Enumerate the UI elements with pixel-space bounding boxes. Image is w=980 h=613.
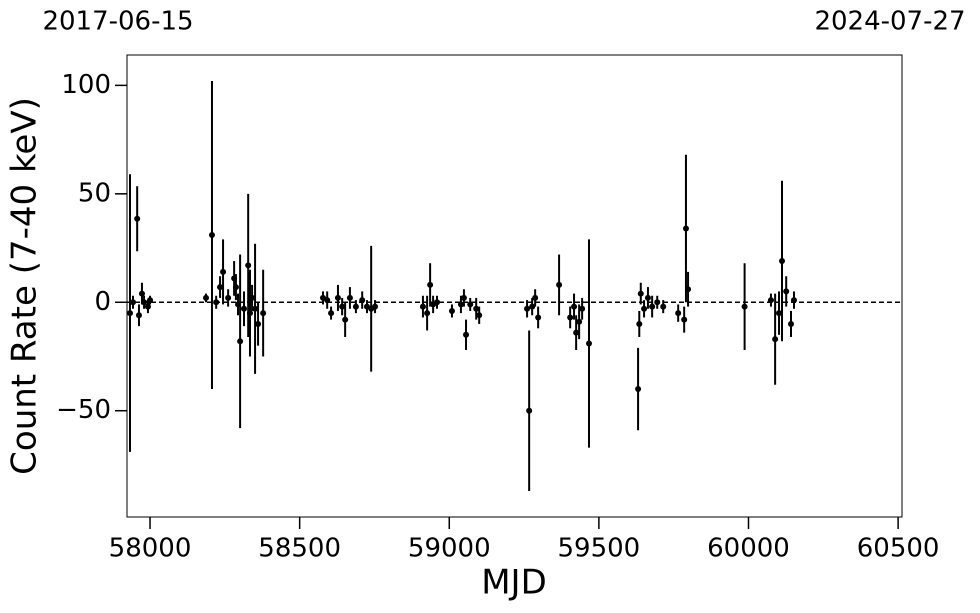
x-tick-label: 58500: [258, 534, 341, 564]
data-point: [772, 336, 779, 343]
x-axis-label: MJD: [481, 563, 547, 603]
data-point: [225, 294, 232, 301]
data-point: [641, 305, 648, 312]
data-point: [260, 310, 267, 317]
data-point: [741, 303, 748, 310]
data-point: [245, 262, 252, 269]
data-point: [654, 299, 661, 306]
data-point: [134, 215, 141, 222]
data-point: [460, 294, 467, 301]
data-point: [434, 299, 440, 306]
data-point: [681, 316, 688, 323]
data-point: [334, 294, 341, 301]
data-point: [424, 310, 431, 317]
data-point: [579, 305, 586, 312]
data-point: [202, 294, 209, 301]
data-point: [556, 281, 563, 288]
data-point: [339, 303, 346, 310]
data-point: [571, 303, 578, 310]
data-point: [567, 314, 574, 321]
data-point: [467, 301, 474, 308]
data-point: [776, 310, 783, 317]
data-point: [529, 303, 536, 310]
data-point: [372, 303, 379, 310]
x-tick-label: 59000: [408, 534, 491, 564]
data-point: [535, 314, 542, 321]
data-point: [787, 320, 794, 327]
data-point: [213, 299, 220, 306]
data-point: [779, 258, 786, 265]
x-tick-label: 59500: [558, 534, 641, 564]
data-point: [141, 299, 148, 306]
data-point: [649, 303, 656, 310]
y-tick-label: 0: [94, 287, 111, 317]
data-point: [217, 284, 224, 291]
data-point: [342, 316, 349, 323]
data-point: [476, 312, 483, 319]
y-axis-label: Count Rate (7-40 keV): [5, 97, 45, 475]
data-point: [685, 286, 692, 293]
data-point: [346, 294, 353, 301]
x-tick-label: 60000: [707, 534, 790, 564]
data-point: [524, 305, 531, 312]
data-point: [660, 303, 667, 310]
date-label: 2017-06-15: [42, 7, 193, 37]
data-point: [249, 294, 256, 301]
data-point: [208, 232, 215, 239]
data-point: [359, 297, 366, 304]
data-point: [473, 305, 480, 312]
x-tick-label: 58000: [109, 534, 192, 564]
data-point: [352, 303, 359, 310]
data-point: [135, 312, 142, 319]
y-tick-label: 100: [61, 70, 111, 100]
data-point: [147, 297, 154, 304]
data-point: [682, 225, 689, 232]
data-point: [240, 305, 247, 312]
data-point: [255, 320, 262, 327]
data-point: [576, 318, 583, 325]
data-point: [767, 297, 774, 304]
data-point: [237, 338, 244, 345]
data-point: [324, 297, 331, 304]
y-tick-label: 50: [78, 178, 111, 208]
data-point: [457, 301, 464, 308]
data-point: [448, 307, 455, 314]
data-point: [138, 290, 145, 297]
date-label: 2024-07-27: [814, 7, 965, 37]
data-point: [526, 407, 533, 414]
data-point: [328, 310, 335, 317]
data-point: [419, 303, 426, 310]
data-point: [636, 320, 643, 327]
data-point: [637, 290, 644, 297]
data-point: [675, 310, 682, 317]
data-point: [573, 329, 580, 336]
data-point: [246, 310, 253, 317]
data-point: [790, 297, 797, 304]
data-point: [644, 294, 651, 301]
plot-frame: [126, 54, 903, 518]
y-tick-label: −50: [56, 395, 111, 425]
data-point: [232, 284, 239, 291]
data-point: [783, 288, 790, 295]
data-point: [129, 299, 136, 306]
data-point: [252, 305, 259, 312]
data-point: [463, 331, 470, 338]
data-point: [427, 281, 434, 288]
data-point: [220, 268, 227, 275]
data-point: [635, 386, 642, 393]
data-point: [144, 303, 151, 310]
data-point: [126, 310, 133, 317]
data-point: [586, 340, 593, 347]
data-point: [532, 294, 539, 301]
x-tick-label: 60500: [857, 534, 940, 564]
